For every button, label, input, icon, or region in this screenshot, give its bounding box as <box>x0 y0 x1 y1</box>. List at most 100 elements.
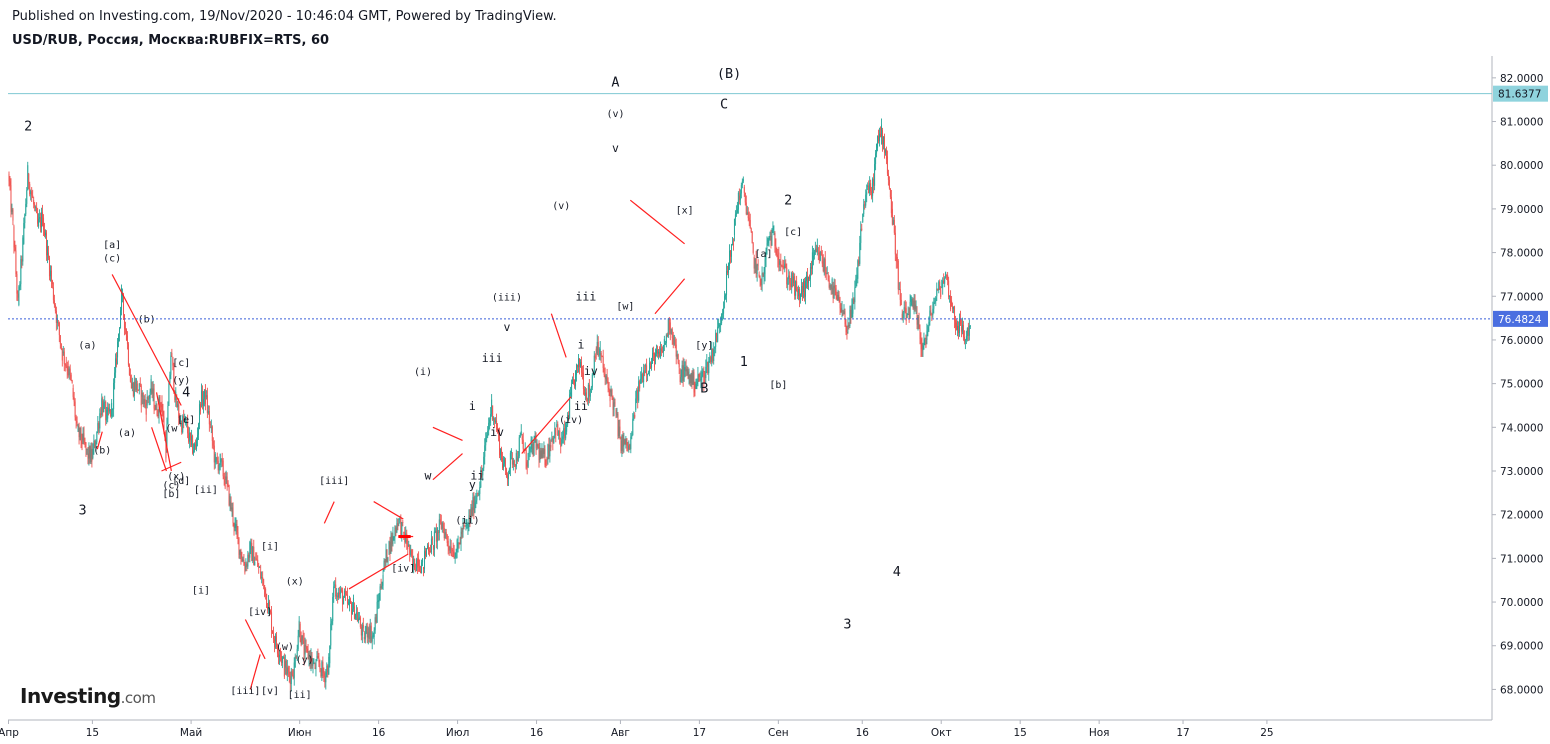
candle-body <box>953 306 955 310</box>
candle-body <box>515 452 517 467</box>
candle-body <box>954 306 956 321</box>
candle-body <box>801 286 803 295</box>
candle-body <box>568 417 570 419</box>
candle-body <box>277 653 279 658</box>
candle-body <box>323 673 325 677</box>
candle-body <box>677 354 679 364</box>
candle-body <box>45 232 47 236</box>
candle-body <box>478 493 480 495</box>
candle-body <box>212 440 214 446</box>
candle-body <box>684 367 686 371</box>
candle-body <box>305 645 307 647</box>
candle-body <box>636 389 638 399</box>
candle-body <box>433 531 435 550</box>
candle-body <box>657 351 659 354</box>
candle-body <box>539 450 541 461</box>
wave-label: [c] <box>784 227 802 238</box>
candle-body <box>399 518 401 520</box>
candle-body <box>957 325 959 334</box>
candle-body <box>253 546 255 566</box>
candle-body <box>700 376 702 381</box>
candle-body <box>148 398 150 400</box>
candle-body <box>94 440 96 448</box>
candle-body <box>199 404 201 411</box>
candle-body <box>619 426 621 433</box>
wave-label: [b] <box>162 489 180 500</box>
candle-body <box>806 275 808 288</box>
candle-body <box>947 275 949 281</box>
candle-body <box>256 559 258 561</box>
candle-body <box>573 379 575 381</box>
candle-body <box>107 407 109 419</box>
candle-body <box>503 459 505 464</box>
candle-body <box>436 527 438 542</box>
y-tick-label: 81.0000 <box>1500 117 1543 129</box>
candle-body <box>223 476 225 480</box>
candle-body <box>531 444 533 450</box>
candle-body <box>242 559 244 562</box>
candle-body <box>766 243 768 251</box>
candle-body <box>884 149 886 153</box>
candle-body <box>275 636 277 647</box>
candle-body <box>43 217 45 230</box>
candle-body <box>295 656 297 658</box>
candle-body <box>699 379 701 381</box>
candle-body <box>238 537 240 555</box>
wave-label: (iv) <box>559 415 583 426</box>
candle-body <box>123 314 125 329</box>
candle-body <box>633 414 635 419</box>
candle-body <box>548 444 550 457</box>
candle-body <box>959 318 961 325</box>
wave-label: iii <box>482 351 503 365</box>
wave-trendline <box>550 313 567 358</box>
candle-body <box>12 209 14 221</box>
candle-body <box>142 392 144 405</box>
candle-body <box>872 178 874 196</box>
candle-body <box>836 295 838 300</box>
candle-body <box>903 307 905 313</box>
candle-body <box>476 495 478 501</box>
candle-body <box>724 296 726 301</box>
candle-body <box>423 567 425 569</box>
y-tick-label: 72.0000 <box>1500 510 1543 522</box>
candle-body <box>137 389 139 391</box>
candle-body <box>799 289 801 300</box>
candle-body <box>485 437 487 446</box>
candle-body <box>109 409 111 412</box>
wave-label: i <box>469 399 476 413</box>
candle-body <box>188 433 190 442</box>
candle-body <box>135 378 137 391</box>
candle-body <box>709 357 711 362</box>
candle-body <box>322 661 324 674</box>
candle-body <box>951 300 953 307</box>
candle-body <box>134 381 136 391</box>
candle-body <box>312 662 314 666</box>
candle-body <box>237 532 239 538</box>
candle-body <box>315 660 317 669</box>
candle-body <box>454 557 456 559</box>
candle-body <box>785 263 787 268</box>
candle-body <box>29 184 31 195</box>
candle-body <box>944 278 946 284</box>
candle-body <box>390 535 392 554</box>
candle-body <box>825 273 827 275</box>
candle-body <box>381 585 383 589</box>
candle-body <box>814 248 816 253</box>
wave-trendline <box>244 619 266 660</box>
candle-body <box>400 518 402 537</box>
candle-body <box>98 423 100 429</box>
candle-body <box>181 422 183 433</box>
candle-body <box>432 545 434 550</box>
candle-body <box>933 302 935 309</box>
wave-label: (ii) <box>455 515 479 526</box>
candle-body <box>438 519 440 533</box>
candle-body <box>450 546 452 556</box>
candle-body <box>571 383 573 397</box>
candle-body <box>707 361 709 374</box>
candle-body <box>540 450 542 459</box>
candle-body <box>86 448 88 450</box>
candle-body <box>771 230 773 246</box>
candle-body <box>282 657 284 659</box>
candle-body <box>615 409 617 415</box>
